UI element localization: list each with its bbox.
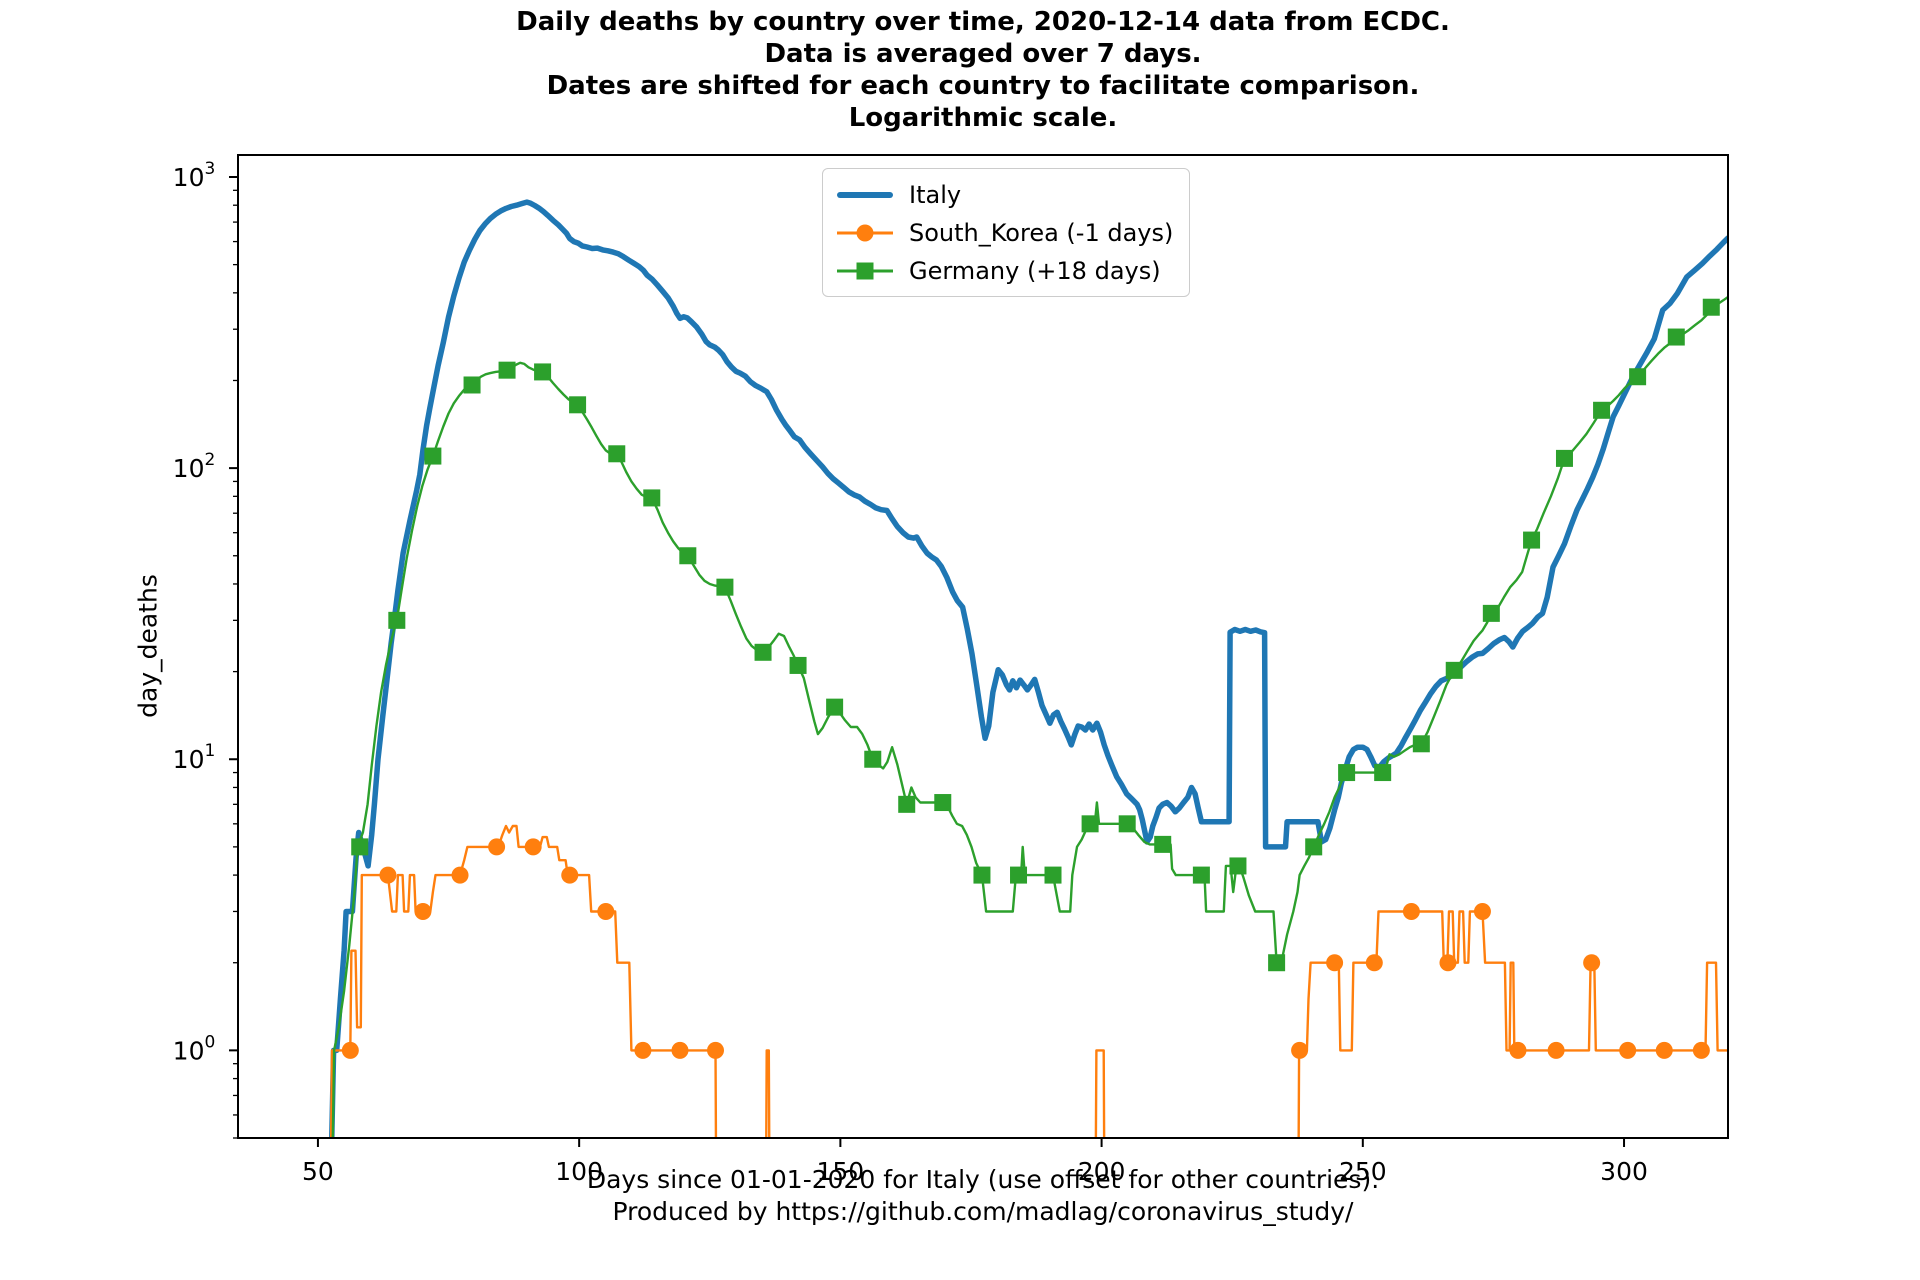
data-point-marker <box>498 361 516 379</box>
data-point-marker <box>1702 298 1720 316</box>
data-point-marker <box>379 866 397 884</box>
x-tick-label: 50 <box>302 1157 334 1186</box>
italy-line-icon <box>837 185 893 205</box>
data-point-marker <box>1547 1041 1565 1059</box>
y-axis-minor-ticks <box>233 189 238 1139</box>
data-point-marker <box>1655 1041 1673 1059</box>
data-point-marker <box>1619 1041 1637 1059</box>
plot-frame <box>237 154 1729 1139</box>
data-point-marker <box>1482 604 1500 622</box>
legend-label-germany: Germany (+18 days) <box>909 256 1161 285</box>
chart-title-line3: Dates are shifted for each country to fa… <box>546 71 1420 101</box>
data-point-marker <box>597 902 615 920</box>
data-point-marker <box>1439 954 1457 972</box>
data-point-marker <box>1365 954 1383 972</box>
data-point-marker <box>1523 531 1541 549</box>
data-point-marker <box>898 795 916 813</box>
data-point-marker <box>707 1041 725 1059</box>
x-axis-ticks: 50 100 150 200 250 300 <box>302 1138 1648 1186</box>
y-tick-label: 101 <box>173 741 216 774</box>
y-tick-label: 103 <box>173 159 216 192</box>
series-Italy <box>329 199 1728 1138</box>
data-point-marker <box>1305 838 1323 856</box>
legend-label-italy: Italy <box>909 180 962 209</box>
chart-title-line1: Daily deaths by country over time, 2020-… <box>516 7 1450 37</box>
chart-title-line2: Data is averaged over 7 days. <box>764 39 1202 69</box>
legend: Italy South_Korea (-1 days) Germany (+18… <box>822 168 1191 297</box>
data-point-marker <box>1412 735 1430 753</box>
data-point-marker <box>1044 866 1062 884</box>
x-tick-label: 200 <box>1078 1157 1126 1186</box>
data-point-marker <box>1338 764 1356 782</box>
data-point-marker <box>934 794 952 812</box>
x-axis-label-line2: Produced by https://github.com/madlag/co… <box>612 1197 1354 1226</box>
data-point-marker <box>488 838 506 856</box>
data-point-marker <box>608 445 626 463</box>
x-tick-label: 250 <box>1339 1157 1387 1186</box>
data-point-marker <box>1229 857 1247 875</box>
data-point-marker <box>1081 815 1099 833</box>
data-point-marker <box>716 578 734 596</box>
circle-marker-icon <box>837 223 893 243</box>
data-point-marker <box>1593 401 1611 419</box>
data-point-marker <box>524 838 542 856</box>
data-point-marker <box>679 547 697 565</box>
data-point-marker <box>1445 661 1463 679</box>
data-point-marker <box>1555 449 1573 467</box>
legend-item-italy: Italy <box>837 179 1173 210</box>
data-point-marker <box>451 866 469 884</box>
data-point-marker <box>561 866 579 884</box>
legend-label-south-korea: South_Korea (-1 days) <box>909 218 1174 247</box>
data-point-marker <box>351 838 369 856</box>
data-point-marker <box>1374 764 1392 782</box>
data-point-marker <box>1118 815 1136 833</box>
data-point-marker <box>634 1041 652 1059</box>
data-point-marker <box>1629 368 1647 386</box>
chart-title: Daily deaths by country over time, 2020-… <box>238 6 1728 134</box>
series-South_Korea (-1 days) <box>329 824 1728 1138</box>
square-marker-icon <box>837 261 893 281</box>
data-point-marker <box>671 1041 689 1059</box>
y-axis-ticks: 100 101 102 103 <box>173 159 238 1065</box>
legend-item-germany: Germany (+18 days) <box>837 255 1173 286</box>
legend-item-south-korea: South_Korea (-1 days) <box>837 217 1173 248</box>
x-tick-label: 150 <box>817 1157 865 1186</box>
plot-series <box>329 199 1728 1138</box>
data-point-marker <box>1667 328 1685 346</box>
data-point-marker <box>1583 954 1601 972</box>
y-axis-label: day_deaths <box>133 574 163 718</box>
data-point-marker <box>1010 866 1028 884</box>
data-point-marker <box>789 656 807 674</box>
data-point-marker <box>463 376 481 394</box>
data-point-marker <box>826 698 844 716</box>
data-point-marker <box>341 1041 359 1059</box>
data-point-marker <box>1192 866 1210 884</box>
data-point-marker <box>1473 902 1491 920</box>
x-tick-label: 300 <box>1600 1157 1648 1186</box>
data-point-marker <box>1509 1041 1527 1059</box>
data-point-marker <box>1326 954 1344 972</box>
data-point-marker <box>1291 1041 1309 1059</box>
data-point-marker <box>754 643 772 661</box>
y-tick-label: 102 <box>173 450 216 483</box>
chart-title-line4: Logarithmic scale. <box>848 103 1118 133</box>
x-axis-label-line1: Days since 01-01-2020 for Italy (use off… <box>586 1165 1380 1194</box>
data-point-marker <box>973 866 991 884</box>
x-axis-label: Days since 01-01-2020 for Italy (use off… <box>238 1164 1728 1228</box>
data-point-marker <box>643 489 661 507</box>
data-point-marker <box>1692 1041 1710 1059</box>
x-tick-label: 100 <box>555 1157 603 1186</box>
data-point-marker <box>864 750 882 768</box>
y-tick-label: 100 <box>173 1032 216 1065</box>
data-point-marker <box>414 902 432 920</box>
data-point-marker <box>424 447 442 465</box>
data-point-marker <box>1268 954 1286 972</box>
data-point-marker <box>1402 902 1420 920</box>
data-point-marker <box>1154 835 1172 853</box>
data-point-marker <box>534 363 552 381</box>
data-point-marker <box>569 396 587 414</box>
data-point-marker <box>388 611 406 629</box>
series-Germany (+18 days) <box>331 295 1728 1138</box>
